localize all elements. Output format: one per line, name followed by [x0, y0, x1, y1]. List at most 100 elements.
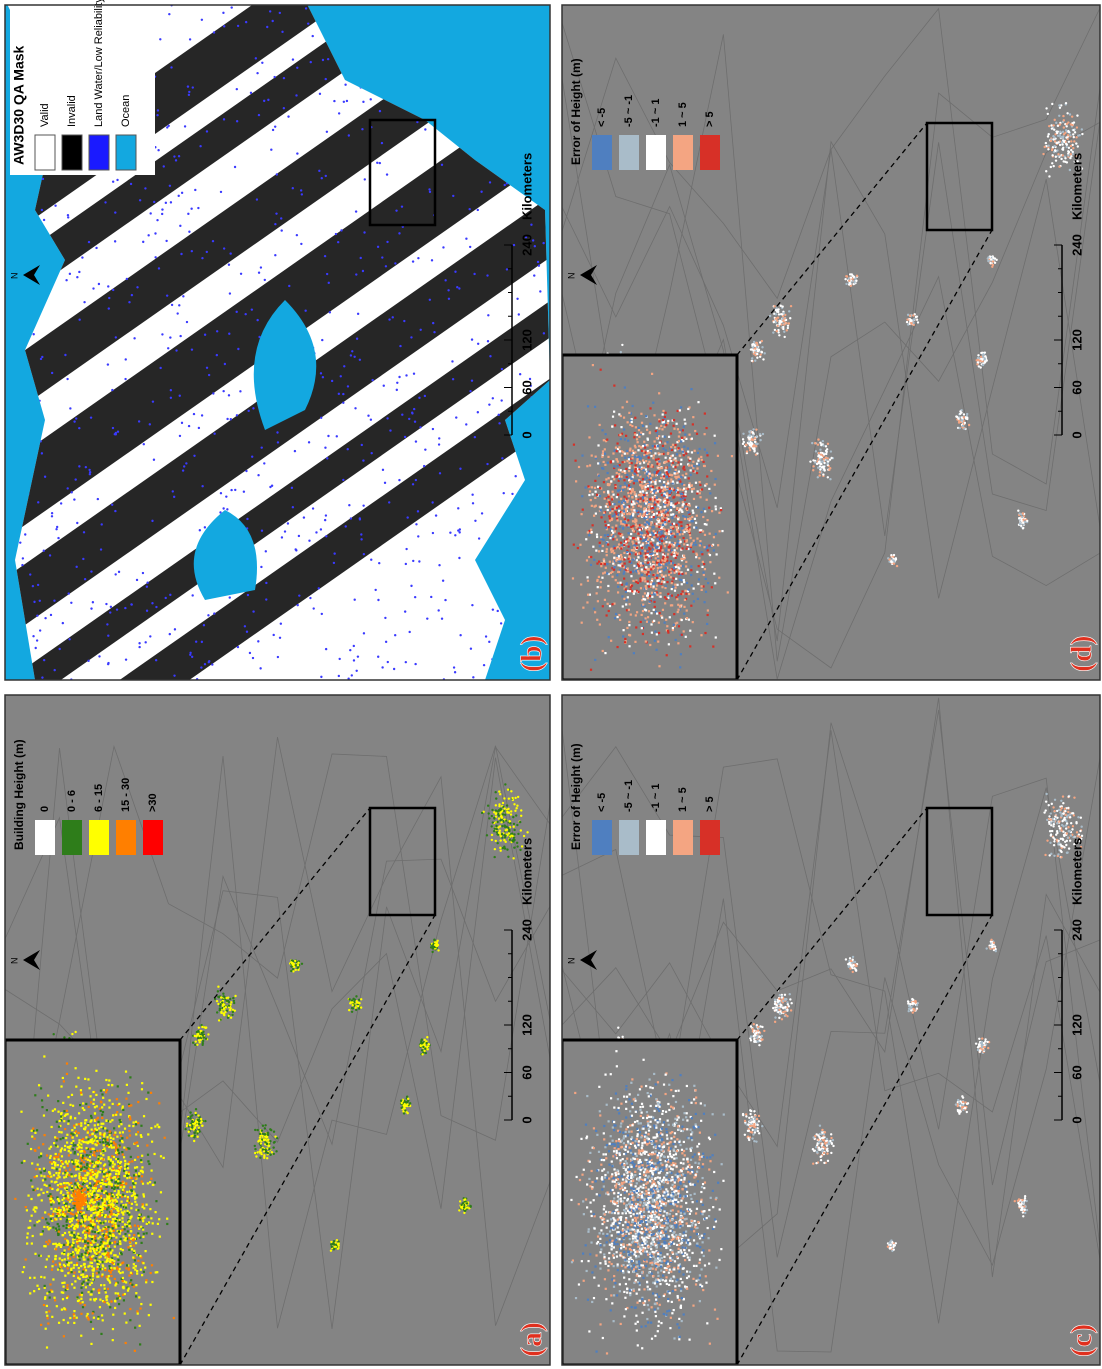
- low-reliability: [408, 418, 410, 420]
- inset-building: [125, 1342, 127, 1344]
- low-reliability: [43, 219, 45, 221]
- inset-building: [92, 1270, 94, 1272]
- building: [460, 1206, 462, 1208]
- low-reliability: [161, 208, 163, 210]
- low-reliability: [257, 474, 259, 476]
- inset-building: [119, 1182, 121, 1184]
- building: [915, 1001, 917, 1003]
- inset-building: [86, 1154, 88, 1156]
- inset-building: [68, 1174, 70, 1176]
- low-reliability: [39, 600, 41, 602]
- building: [297, 969, 299, 971]
- building: [961, 1095, 963, 1097]
- inset-building: [87, 1159, 89, 1161]
- inset-building: [78, 1255, 80, 1257]
- inset-building: [89, 1182, 91, 1184]
- inset-building: [101, 1314, 103, 1316]
- building: [790, 1009, 792, 1011]
- building: [779, 1013, 781, 1015]
- low-reliability: [223, 25, 225, 27]
- building: [753, 1110, 755, 1112]
- inset-building: [87, 1283, 89, 1285]
- inset-building: [27, 1232, 29, 1234]
- low-reliability: [167, 347, 169, 349]
- inset-building: [84, 1122, 86, 1124]
- low-reliability: [188, 91, 190, 93]
- low-reliability: [255, 57, 257, 59]
- building: [432, 947, 434, 949]
- building: [234, 995, 236, 997]
- inset-building: [90, 1193, 92, 1195]
- low-reliability: [246, 631, 248, 633]
- inset-building: [129, 1308, 131, 1310]
- building: [499, 847, 501, 849]
- inset-building: [66, 1287, 68, 1289]
- building: [276, 1137, 278, 1139]
- building: [222, 993, 224, 995]
- inset-building: [68, 1248, 70, 1250]
- inset-building: [92, 1255, 94, 1257]
- low-reliability: [412, 560, 414, 562]
- inset-building: [105, 1120, 107, 1122]
- low-reliability: [74, 478, 76, 480]
- low-reliability: [187, 213, 189, 215]
- inset-building: [82, 1281, 84, 1283]
- inset-building: [37, 1164, 39, 1166]
- inset-building: [42, 1179, 44, 1181]
- low-reliability: [198, 427, 200, 429]
- inset-building: [80, 1274, 82, 1276]
- inset-building: [33, 1224, 35, 1226]
- inset-building: [147, 1154, 149, 1156]
- building: [404, 1109, 406, 1111]
- inset-building: [64, 1185, 66, 1187]
- low-reliability: [159, 38, 161, 40]
- low-reliability: [71, 491, 73, 493]
- building: [758, 1132, 760, 1134]
- inset-building: [102, 1319, 104, 1321]
- low-reliability: [251, 308, 253, 310]
- inset-building: [79, 1185, 81, 1187]
- inset-building: [108, 1256, 110, 1258]
- low-reliability: [318, 170, 320, 172]
- building: [753, 1140, 755, 1142]
- building: [911, 998, 913, 1000]
- legend-label: Ocean: [120, 95, 132, 127]
- low-reliability: [415, 523, 417, 525]
- low-reliability: [172, 490, 174, 492]
- building: [820, 1155, 822, 1157]
- inset-building: [61, 1291, 63, 1293]
- inset-building: [139, 1237, 141, 1239]
- inset-building: [97, 1232, 99, 1234]
- low-reliability: [90, 416, 92, 418]
- inset-building: [137, 1225, 139, 1227]
- inset-building: [173, 1317, 175, 1319]
- inset-building: [82, 1256, 84, 1258]
- inset-building: [103, 1168, 105, 1170]
- inset-building: [150, 1304, 152, 1306]
- tall-building: [76, 1201, 79, 1204]
- inset-building: [136, 1204, 138, 1206]
- inset-building: [121, 1137, 123, 1139]
- inset-building: [99, 1108, 101, 1110]
- inset-building: [152, 1222, 154, 1224]
- inset-building: [125, 1071, 127, 1073]
- low-reliability: [439, 472, 441, 474]
- inset-building: [79, 1222, 81, 1224]
- inset-building: [93, 1187, 95, 1189]
- inset-building: [58, 1215, 60, 1217]
- low-reliability: [200, 666, 202, 668]
- low-reliability: [85, 466, 87, 468]
- building: [753, 1120, 755, 1122]
- inset-building: [106, 1130, 108, 1132]
- inset-building: [38, 1084, 40, 1086]
- building: [351, 1004, 353, 1006]
- inset-building: [80, 1089, 82, 1091]
- building: [912, 1008, 914, 1010]
- building: [819, 1125, 821, 1127]
- inset-building: [33, 1209, 35, 1211]
- low-reliability: [165, 202, 167, 204]
- inset-building: [128, 1213, 130, 1215]
- building: [516, 842, 518, 844]
- low-reliability: [386, 417, 388, 419]
- building: [186, 1122, 188, 1124]
